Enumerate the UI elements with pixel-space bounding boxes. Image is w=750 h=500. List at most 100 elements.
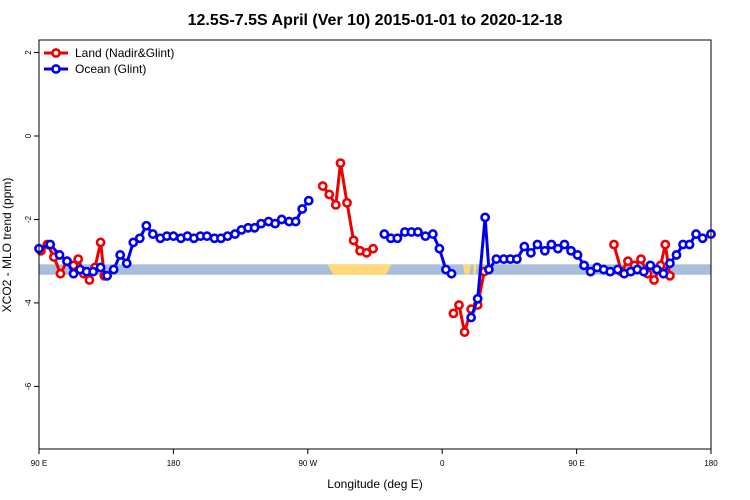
data-point: [605, 266, 616, 277]
data-point: [483, 264, 494, 275]
data-point: [585, 266, 596, 277]
data-point: [454, 300, 464, 310]
data-point: [84, 275, 95, 285]
data-point: [532, 239, 543, 250]
series-line: [612, 243, 672, 282]
data-point: [434, 243, 445, 254]
surface-band: [39, 264, 711, 275]
data-point: [691, 229, 701, 239]
y-axis: 2 0 -2 -4 -6: [24, 50, 39, 390]
data-point: [645, 260, 656, 271]
legend-item: Land (Nadir&Glint): [44, 46, 174, 60]
data-point: [446, 268, 457, 279]
data-point: [45, 239, 56, 250]
data-point: [141, 220, 152, 231]
data-point: [466, 312, 477, 323]
x-axis: 90 E 180 90 W 0 90 E 180: [31, 449, 718, 468]
x-tick-label: 0: [440, 459, 445, 468]
data-point: [324, 189, 335, 200]
data-point: [539, 245, 550, 256]
plot-frame: [38, 39, 712, 450]
data-point: [660, 239, 671, 250]
data-point: [658, 268, 669, 279]
data-point: [420, 231, 431, 242]
data-point: [609, 239, 619, 250]
data-point: [95, 237, 106, 248]
data-point: [230, 229, 240, 239]
data-point: [361, 247, 372, 258]
data-point: [297, 204, 308, 214]
data-point: [579, 260, 589, 271]
data-point: [636, 254, 646, 265]
data-point: [95, 262, 106, 273]
data-point: [413, 227, 423, 237]
y-tick-label: -4: [24, 299, 33, 307]
x-tick-label: 90 E: [31, 459, 47, 468]
data-point: [459, 327, 470, 338]
data-point: [73, 254, 84, 265]
data-point: [342, 197, 352, 208]
chart-title: 12.5S-7.5S April (Ver 10) 2015-01-01 to …: [188, 12, 563, 29]
y-tick-label: 0: [24, 133, 33, 138]
data-point: [68, 268, 79, 279]
data-point: [697, 233, 708, 244]
data-point: [638, 266, 649, 277]
data-point: [491, 254, 502, 265]
data-point: [546, 239, 557, 250]
data-point: [472, 293, 483, 304]
legend-label: Land (Nadir&Glint): [75, 46, 174, 60]
data-point: [335, 158, 346, 169]
data-point: [519, 241, 530, 252]
legend-label: Ocean (Glint): [75, 62, 146, 76]
legend-marker: [51, 64, 61, 74]
data-point: [511, 254, 522, 265]
series-line: [321, 161, 374, 255]
y-tick-label: 2: [24, 50, 33, 55]
data-point: [671, 250, 682, 260]
data-point: [303, 195, 314, 206]
data-point: [276, 214, 287, 225]
data-point: [115, 250, 126, 260]
data-point: [612, 264, 623, 275]
data-point: [559, 239, 570, 250]
data-point: [62, 256, 72, 267]
data-point: [379, 229, 390, 239]
data-point: [448, 308, 459, 319]
legend-marker: [51, 48, 61, 58]
data-point: [553, 243, 563, 254]
data-point: [249, 222, 260, 233]
x-tick-label: 90 E: [568, 459, 584, 468]
data-point: [55, 268, 66, 279]
data-point: [330, 199, 341, 210]
data-point: [623, 256, 633, 267]
data-point: [649, 275, 659, 285]
data-point: [54, 250, 65, 260]
y-tick-label: -2: [24, 215, 33, 223]
data-point: [566, 245, 576, 256]
data-point: [102, 270, 113, 281]
data-point: [222, 231, 233, 242]
data-point: [88, 266, 99, 277]
data-point: [290, 216, 301, 227]
data-point: [128, 237, 139, 248]
band-land: [473, 264, 477, 275]
x-tick-label: 180: [167, 459, 181, 468]
x-tick-label: 180: [704, 459, 718, 468]
data-point: [525, 247, 536, 258]
data-point: [317, 181, 328, 191]
band-land: [327, 264, 392, 275]
data-point: [121, 258, 132, 269]
data-point: [270, 218, 281, 229]
series-layer: [34, 158, 716, 338]
data-point: [572, 250, 583, 260]
legend: Land (Nadir&Glint) Ocean (Glint): [44, 46, 174, 76]
y-axis-label: XCO2 - MLO trend (ppm): [0, 178, 14, 313]
data-point: [168, 231, 179, 242]
band-land: [462, 264, 472, 275]
data-point: [665, 258, 675, 269]
data-point: [368, 243, 379, 254]
y-tick-label: -6: [24, 382, 33, 390]
data-point: [684, 239, 695, 250]
data-point: [147, 229, 158, 239]
